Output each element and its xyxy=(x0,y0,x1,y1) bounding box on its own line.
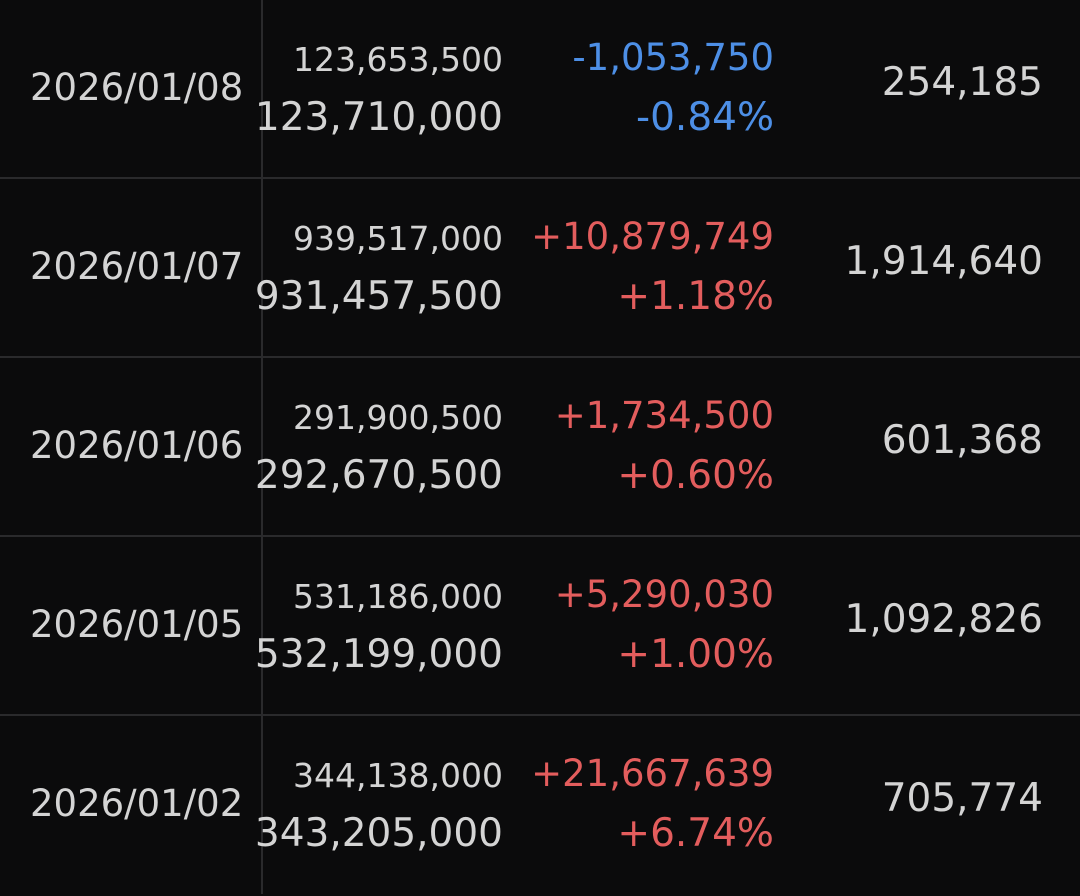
table-row[interactable]: 2026/01/02 344,138,000 343,205,000 +21,6… xyxy=(0,716,1080,896)
row-date: 2026/01/06 xyxy=(30,424,244,467)
row-change-amount: -1,053,750 xyxy=(572,36,774,79)
row-value-secondary: 931,457,500 xyxy=(254,274,503,319)
row-value-secondary: 343,205,000 xyxy=(254,811,503,856)
row-volume: 601,368 xyxy=(881,418,1043,463)
row-volume: 1,914,640 xyxy=(844,239,1044,284)
row-change-percent: -0.84% xyxy=(636,95,774,140)
table-row[interactable]: 2026/01/08 123,653,500 123,710,000 -1,05… xyxy=(0,0,1080,179)
table-row[interactable]: 2026/01/06 291,900,500 292,670,500 +1,73… xyxy=(0,358,1080,537)
row-volume: 1,092,826 xyxy=(844,597,1044,642)
table-row[interactable]: 2026/01/07 939,517,000 931,457,500 +10,8… xyxy=(0,179,1080,358)
row-change-percent: +1.18% xyxy=(617,274,774,319)
row-volume: 254,185 xyxy=(881,60,1043,105)
table-row[interactable]: 2026/01/05 531,186,000 532,199,000 +5,29… xyxy=(0,537,1080,716)
row-date: 2026/01/08 xyxy=(30,66,244,109)
row-change-percent: +0.60% xyxy=(617,453,774,498)
row-value-primary: 531,186,000 xyxy=(293,577,503,616)
row-value-primary: 291,900,500 xyxy=(293,398,503,437)
row-date: 2026/01/07 xyxy=(30,245,244,288)
row-date: 2026/01/02 xyxy=(30,782,244,825)
row-value-primary: 344,138,000 xyxy=(293,756,503,795)
column-divider xyxy=(261,0,263,894)
row-volume: 705,774 xyxy=(881,776,1043,821)
row-value-primary: 939,517,000 xyxy=(293,219,503,258)
row-change-percent: +1.00% xyxy=(617,632,774,677)
row-change-percent: +6.74% xyxy=(617,811,774,856)
row-change-amount: +1,734,500 xyxy=(554,394,774,437)
row-change-amount: +21,667,639 xyxy=(531,752,774,795)
row-value-secondary: 532,199,000 xyxy=(254,632,503,677)
row-change-amount: +10,879,749 xyxy=(531,215,774,258)
row-date: 2026/01/05 xyxy=(30,603,244,646)
row-value-primary: 123,653,500 xyxy=(293,40,503,79)
row-change-amount: +5,290,030 xyxy=(554,573,774,616)
row-value-secondary: 123,710,000 xyxy=(254,95,503,140)
row-value-secondary: 292,670,500 xyxy=(254,453,503,498)
